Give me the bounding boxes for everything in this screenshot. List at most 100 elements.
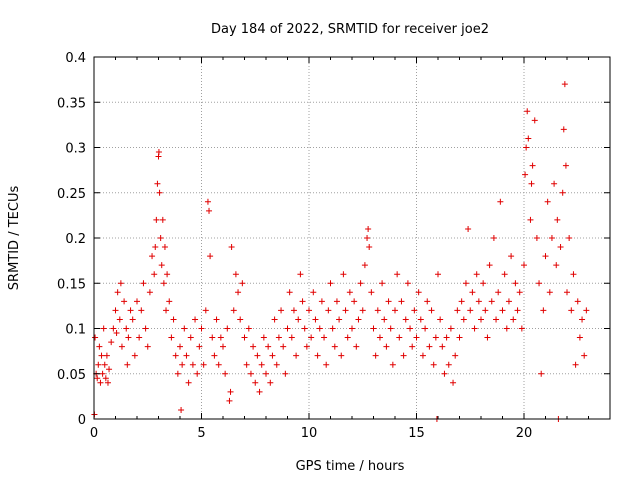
data-point bbox=[146, 289, 153, 296]
data-point bbox=[417, 316, 424, 323]
data-point bbox=[402, 316, 409, 323]
data-point bbox=[562, 162, 569, 169]
data-point bbox=[428, 307, 435, 314]
data-point bbox=[99, 370, 106, 377]
data-point bbox=[161, 244, 168, 251]
y-axis-label: SRMTID / TECUs bbox=[7, 186, 22, 291]
data-point bbox=[488, 298, 495, 305]
data-point bbox=[209, 334, 216, 341]
data-point bbox=[323, 361, 330, 368]
data-point bbox=[312, 316, 319, 323]
data-point bbox=[359, 307, 366, 314]
data-point bbox=[123, 325, 130, 332]
data-point bbox=[450, 379, 457, 386]
data-point bbox=[129, 316, 136, 323]
data-point bbox=[160, 280, 167, 287]
data-point bbox=[467, 307, 474, 314]
data-point bbox=[110, 325, 117, 332]
data-point bbox=[475, 298, 482, 305]
data-point bbox=[368, 289, 375, 296]
data-point bbox=[557, 244, 564, 251]
data-point bbox=[92, 334, 99, 341]
data-point bbox=[275, 334, 282, 341]
data-point bbox=[383, 343, 390, 350]
data-point bbox=[104, 379, 111, 386]
data-point bbox=[559, 189, 566, 196]
data-point bbox=[432, 334, 439, 341]
data-point bbox=[310, 289, 317, 296]
data-point bbox=[576, 334, 583, 341]
data-point bbox=[194, 370, 201, 377]
data-point bbox=[370, 325, 377, 332]
data-point bbox=[522, 171, 529, 178]
data-point bbox=[114, 289, 121, 296]
data-point bbox=[181, 325, 188, 332]
data-point bbox=[523, 144, 530, 151]
data-point bbox=[581, 352, 588, 359]
data-point bbox=[245, 325, 252, 332]
data-point bbox=[222, 370, 229, 377]
data-point bbox=[95, 361, 102, 368]
data-point bbox=[570, 271, 577, 278]
data-point bbox=[437, 316, 444, 323]
data-point bbox=[220, 343, 226, 350]
data-point bbox=[286, 289, 293, 296]
data-point bbox=[198, 325, 205, 332]
data-point bbox=[204, 198, 211, 205]
data-point bbox=[385, 298, 392, 305]
data-point bbox=[258, 361, 265, 368]
data-point bbox=[521, 262, 527, 269]
data-point bbox=[316, 325, 323, 332]
data-point bbox=[154, 180, 161, 187]
data-point bbox=[469, 289, 476, 296]
data-point bbox=[579, 316, 586, 323]
data-point bbox=[260, 334, 267, 341]
data-point bbox=[340, 271, 347, 278]
data-point bbox=[299, 298, 306, 305]
data-point bbox=[497, 198, 504, 205]
data-point bbox=[136, 334, 143, 341]
x-axis: 0 5 10 15 20 bbox=[90, 57, 589, 441]
data-point bbox=[413, 334, 420, 341]
data-point bbox=[568, 307, 575, 314]
data-point bbox=[217, 334, 224, 341]
data-point bbox=[215, 361, 222, 368]
data-point bbox=[183, 352, 190, 359]
data-point bbox=[561, 81, 568, 88]
data-point bbox=[202, 307, 209, 314]
data-point bbox=[554, 216, 561, 223]
x-tick-label: 5 bbox=[197, 426, 205, 441]
data-point bbox=[102, 375, 109, 382]
data-point bbox=[227, 388, 234, 395]
y-tick-label: 0.2 bbox=[65, 232, 86, 247]
data-point bbox=[237, 316, 244, 323]
data-point bbox=[372, 352, 379, 359]
data-point bbox=[462, 280, 469, 287]
y-tick-label: 0.15 bbox=[57, 277, 86, 292]
y-tick-label: 0.35 bbox=[57, 96, 86, 111]
data-point bbox=[179, 361, 186, 368]
data-point bbox=[546, 289, 553, 296]
data-point bbox=[192, 316, 199, 323]
data-point bbox=[346, 289, 353, 296]
data-point bbox=[301, 325, 308, 332]
x-axis-label: GPS time / hours bbox=[296, 459, 405, 474]
data-point bbox=[254, 352, 261, 359]
data-point bbox=[542, 253, 549, 260]
data-point bbox=[158, 262, 165, 269]
data-point bbox=[495, 289, 502, 296]
data-point bbox=[265, 343, 272, 350]
data-point bbox=[514, 307, 521, 314]
x-tick-label: 15 bbox=[408, 426, 425, 441]
data-point bbox=[121, 298, 128, 305]
data-point bbox=[572, 361, 579, 368]
data-point bbox=[284, 325, 291, 332]
data-point bbox=[525, 135, 532, 142]
data-point bbox=[303, 343, 310, 350]
data-point bbox=[540, 307, 547, 314]
data-point bbox=[349, 325, 355, 332]
data-point bbox=[548, 235, 555, 241]
data-point bbox=[131, 352, 138, 359]
data-point bbox=[409, 343, 416, 350]
